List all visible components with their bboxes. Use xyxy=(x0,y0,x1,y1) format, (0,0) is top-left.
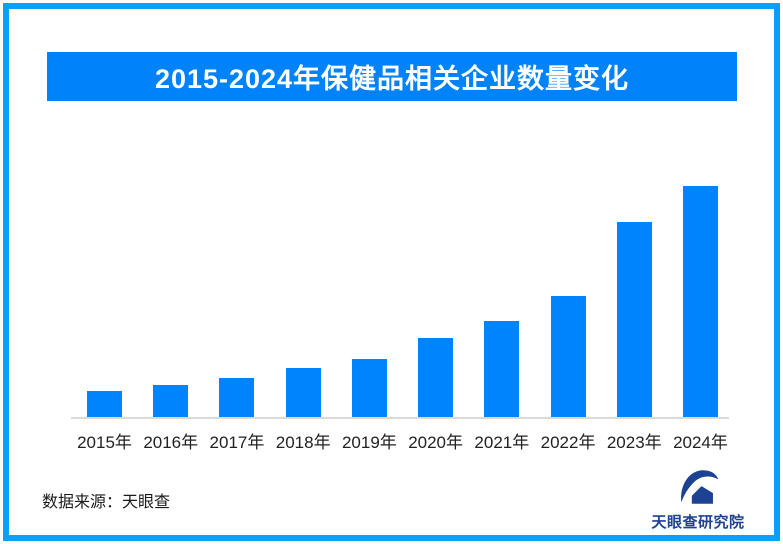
x-axis-labels: 2015年 2016年 2017年 2018年 2019年 2020年 2021年 2022年… xyxy=(77,428,728,453)
bar-2016年 xyxy=(153,385,189,417)
x-axis-label: 2018年 xyxy=(275,433,331,452)
x-axis-label: 2021年 xyxy=(474,433,530,452)
x-axis-label-cell: 2022年 xyxy=(541,428,596,453)
x-axis-label-cell: 2021年 xyxy=(474,428,529,453)
x-axis-label: 2019年 xyxy=(341,433,397,452)
x-axis-label-cell: 2017年 xyxy=(210,428,265,453)
bar-2024年 xyxy=(682,186,718,417)
data-source-text: 数据来源：天眼查 xyxy=(42,494,171,511)
bar-2019年 xyxy=(351,359,387,417)
bar-chart xyxy=(87,186,718,417)
x-axis-label-cell: 2015年 xyxy=(77,428,132,453)
x-axis-line xyxy=(71,417,729,419)
logo-label: 天眼查研究院 xyxy=(651,514,745,531)
tianyancha-logo: 天眼查研究院 xyxy=(648,465,748,532)
x-axis-label: 2015年 xyxy=(77,433,132,452)
bar-2023年 xyxy=(616,222,652,417)
bar-2018年 xyxy=(285,368,321,417)
x-axis-label: 2022年 xyxy=(540,433,596,452)
x-axis-label: 2017年 xyxy=(209,433,265,452)
x-axis-label-cell: 2024年 xyxy=(673,428,728,453)
bar-2017年 xyxy=(219,378,255,417)
bar-2020年 xyxy=(418,338,454,417)
x-axis-label-cell: 2023年 xyxy=(607,428,662,453)
title-banner: 2015-2024年保健品相关企业数量变化 xyxy=(47,52,737,101)
x-axis-label-cell: 2016年 xyxy=(143,428,198,453)
bar-2022年 xyxy=(550,296,586,417)
x-axis-label: 2023年 xyxy=(606,433,662,452)
tianyancha-eye-logo-icon xyxy=(681,470,719,504)
x-axis-label-cell: 2018年 xyxy=(276,428,331,453)
x-axis-label: 2016年 xyxy=(143,433,199,452)
x-axis-label-cell: 2019年 xyxy=(342,428,397,453)
bar-2015年 xyxy=(87,391,122,417)
bar-2021年 xyxy=(484,321,520,417)
x-axis-label-cell: 2020年 xyxy=(408,428,463,453)
chart-title: 2015-2024年保健品相关企业数量变化 xyxy=(154,64,630,94)
x-axis-label: 2024年 xyxy=(673,433,728,452)
x-axis-label: 2020年 xyxy=(408,433,464,452)
